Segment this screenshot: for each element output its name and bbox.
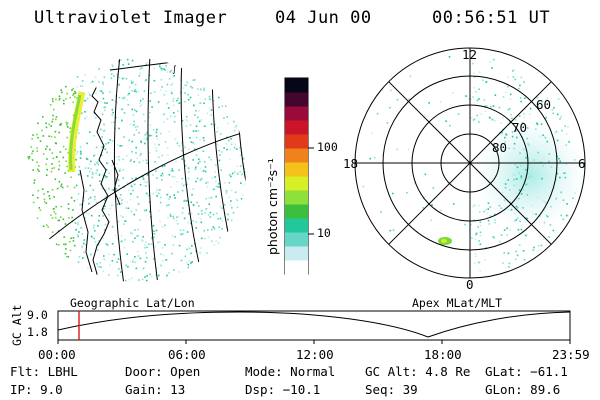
colorbar-cell — [285, 232, 308, 247]
color-scale-bar — [284, 77, 314, 275]
colorbar-cell — [285, 176, 308, 191]
observation-time: 00:56:51 UT — [432, 8, 551, 28]
colorbar-cell — [285, 134, 308, 149]
colorbar-cell — [285, 204, 308, 219]
altitude-tick-low: 1.8 — [27, 325, 48, 339]
ip-status: IP: 9.0 — [10, 382, 63, 397]
colorbar-cell — [285, 78, 308, 93]
altitude-axis-label: GC Alt — [10, 304, 24, 346]
mlt-label-0: 0 — [466, 277, 474, 292]
colorbar-cell — [285, 260, 308, 275]
lat-label-60: 60 — [536, 97, 552, 112]
colorbar-cell — [285, 162, 308, 177]
polar-plot — [354, 47, 586, 279]
altitude-plot — [57, 310, 571, 344]
altitude-tick-high: 9.0 — [27, 308, 48, 322]
geographic-caption: Geographic Lat/Lon — [70, 296, 195, 310]
colorbar-cell — [285, 190, 308, 205]
time-tick-1200: 12:00 — [296, 347, 334, 362]
lat-label-70: 70 — [512, 120, 528, 135]
time-tick-0600: 06:00 — [168, 347, 206, 362]
time-tick-1800: 18:00 — [424, 347, 462, 362]
mlt-label-18: 18 — [343, 156, 359, 171]
colorbar-tick-10: 10 — [317, 226, 331, 240]
colorbar-cell — [285, 148, 308, 163]
mode-status: Mode: Normal — [245, 364, 336, 379]
door-status: Door: Open — [125, 364, 201, 379]
observation-date: 04 Jun 00 — [275, 8, 372, 28]
colorbar-tick-100: 100 — [317, 140, 338, 154]
colorbar-cell — [285, 218, 308, 233]
emission-specks — [27, 58, 246, 282]
glat-status: GLat: −61.1 — [485, 364, 568, 379]
glon-status: GLon: 89.6 — [485, 382, 561, 397]
colorbar-cell — [285, 106, 308, 121]
mlt-label-6: 6 — [578, 156, 586, 171]
coastline — [79, 87, 121, 282]
svg-text:∫: ∫ — [172, 65, 177, 75]
colorbar-cell — [285, 120, 308, 135]
gc-altitude-status: GC Alt: 4.8 Re — [365, 364, 471, 379]
colorbar-cell — [285, 246, 308, 261]
colorbar-unit-label: photon cm⁻²s⁻¹ — [265, 158, 280, 255]
instrument-title: Ultraviolet Imager — [34, 8, 228, 28]
mlt-label-12: 12 — [462, 47, 478, 62]
colorbar-cell — [285, 92, 308, 107]
filter-status: Flt: LBHL — [10, 364, 78, 379]
geographic-image: ∫ — [27, 58, 246, 282]
lat-label-80: 80 — [492, 140, 508, 155]
gain-status: Gain: 13 — [125, 382, 186, 397]
sequence-status: Seq: 39 — [365, 382, 418, 397]
time-tick-2359: 23:59 — [552, 347, 590, 362]
dsp-status: Dsp: −10.1 — [245, 382, 321, 397]
time-tick-0000: 00:00 — [38, 347, 76, 362]
apex-caption: Apex MLat/MLT — [412, 296, 503, 310]
